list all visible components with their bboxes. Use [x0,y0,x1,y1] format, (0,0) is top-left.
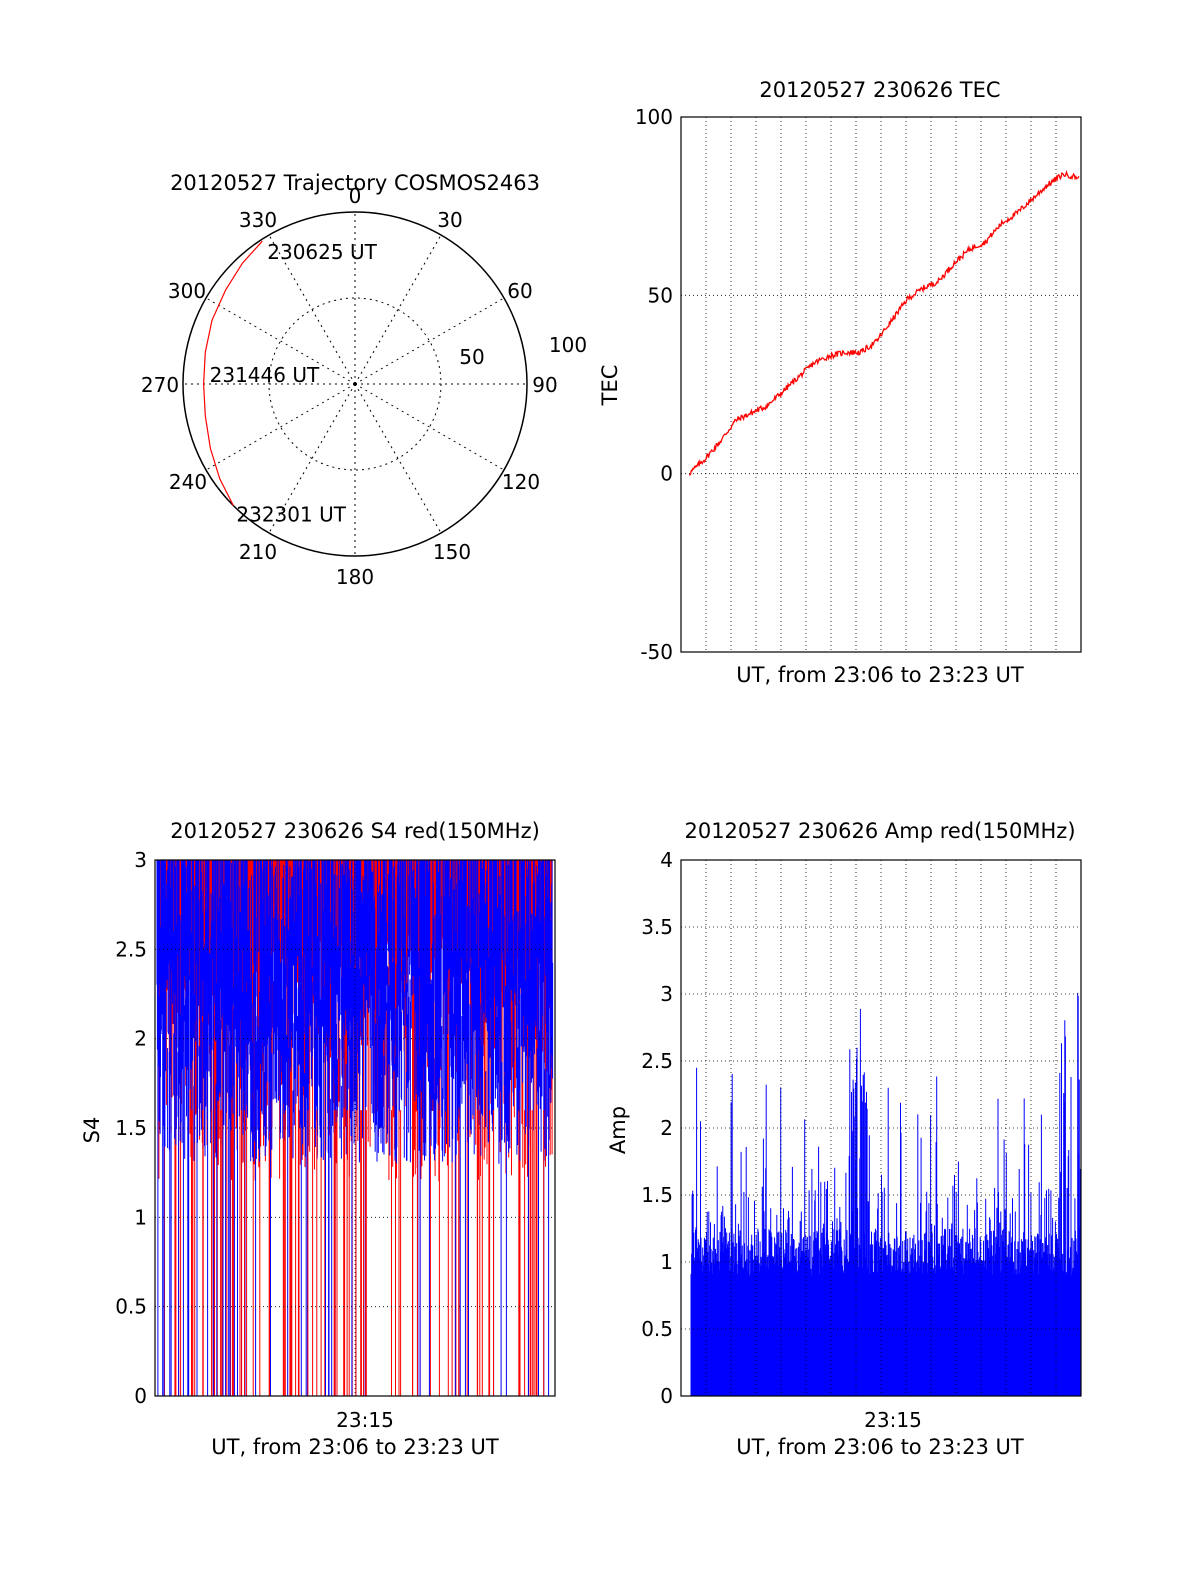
tec-panel: 20120527 230626 TEC 100 50 0 -50 TEC UT, fr… [598,78,1082,687]
polar-trajectory-panel: 20120527 Trajectory COSMOS2463 0 30 60 90 12… [141,171,587,589]
s4-y-tick-label: 2 [134,1027,147,1051]
amp-series [690,992,1081,1396]
polar-outer-circle [182,211,528,557]
amp-y-tick-label: 2.5 [641,1049,673,1073]
s4-ylabel: S4 [80,1117,104,1144]
polar-spoke [268,383,356,534]
amp-xlabel: UT, from 23:06 to 23:23 UT [736,1435,1024,1459]
amp-y-tick-label: 2 [660,1116,673,1140]
polar-azimuth-label: 150 [433,540,471,564]
amp-bars [690,992,1081,1396]
amp-y-tick-label: 1.5 [641,1183,673,1207]
polar-spoke [354,234,442,385]
tec-ylabel: TEC [598,365,622,407]
s4-axes-box [154,859,556,1397]
tec-y-tick-label: 100 [635,105,673,129]
tec-grid [681,117,1081,652]
amp-panel: 20120527 230626 Amp red(150MHz) 4 3.5 3 2.5… [606,819,1082,1459]
s4-y-tick-label: 1 [134,1205,147,1229]
polar-spoke [354,383,505,471]
polar-azimuth-label: 270 [141,373,179,397]
trajectory-line [202,240,263,506]
amp-y-tick-label: 1 [660,1250,673,1274]
s4-grid [155,860,555,1396]
polar-azimuth-label: 240 [169,470,207,494]
polar-azimuth-label: 330 [239,208,277,232]
s4-title: 20120527 230626 S4 red(150MHz) [170,819,540,843]
s4-panel: 20120527 230626 S4 red(150MHz) 3 2.5 2 1.5 1… [80,819,556,1459]
s4-y-tick-labels: 3 2.5 2 1.5 1 0.5 0 [115,848,147,1408]
tec-y-tick-labels: 100 50 0 -50 [635,105,673,664]
amp-y-tick-label: 3 [660,982,673,1006]
trajectory-annotation: 232301 UT [236,503,346,527]
amp-y-tick-label: 4 [660,848,673,872]
polar-elevation-labels: 50 100 [459,333,587,369]
amp-grid [681,860,1081,1396]
s4-y-tick-label: 0 [134,1384,147,1408]
polar-spoke [205,297,356,385]
polar-azimuth-label: 90 [532,373,557,397]
s4-x-tick-label: 23:15 [336,1408,394,1432]
tec-xlabel: UT, from 23:06 to 23:23 UT [736,663,1024,687]
trajectory-annotations: 230625 UT 231446 UT 232301 UT [210,240,378,526]
polar-azimuth-label: 120 [502,470,540,494]
polar-spoke [354,383,442,534]
polar-azimuth-labels: 0 30 60 90 120 150 180 210 240 270 300 330 [141,184,558,589]
amp-y-tick-label: 3.5 [641,915,673,939]
s4-y-tick-label: 0.5 [115,1295,147,1319]
polar-azimuth-label: 60 [507,279,532,303]
s4-series [156,860,554,1396]
amp-y-tick-labels: 4 3.5 3 2.5 2 1.5 1 0.5 0 [641,848,673,1408]
polar-azimuth-label: 300 [168,279,206,303]
polar-spoke [205,383,356,471]
polar-azimuth-label: 210 [239,540,277,564]
polar-azimuth-label: 180 [336,565,374,589]
polar-spoke [354,297,505,385]
tec-title: 20120527 230626 TEC [759,78,1000,102]
tec-axes-box [680,116,1082,653]
s4-y-tick-label: 1.5 [115,1116,147,1140]
trajectory-annotation: 231446 UT [210,363,320,387]
amp-title: 20120527 230626 Amp red(150MHz) [684,819,1075,843]
amp-x-tick-label: 23:15 [864,1408,922,1432]
polar-grid [182,211,528,557]
s4-red-dropouts [191,1110,545,1396]
polar-title: 20120527 Trajectory COSMOS2463 [170,171,540,195]
tec-y-tick-label: 0 [660,462,673,486]
polar-elevation-label: 50 [459,345,484,369]
amp-axes-box [680,859,1082,1397]
trajectory-annotation: 230625 UT [267,240,377,264]
polar-elevation-label: 100 [549,333,587,357]
polar-azimuth-label: 0 [349,184,362,208]
s4-y-tick-label: 3 [134,848,147,872]
polar-spoke [268,234,356,385]
tec-y-tick-label: 50 [648,283,673,307]
amp-ylabel: Amp [606,1106,630,1154]
tec-y-tick-label: -50 [640,640,673,664]
polar-azimuth-label: 30 [437,208,462,232]
tec-series-line [688,169,1080,476]
amp-y-tick-label: 0.5 [641,1317,673,1341]
amp-y-tick-label: 0 [660,1384,673,1408]
s4-y-tick-label: 2.5 [115,937,147,961]
s4-xlabel: UT, from 23:06 to 23:23 UT [211,1435,499,1459]
